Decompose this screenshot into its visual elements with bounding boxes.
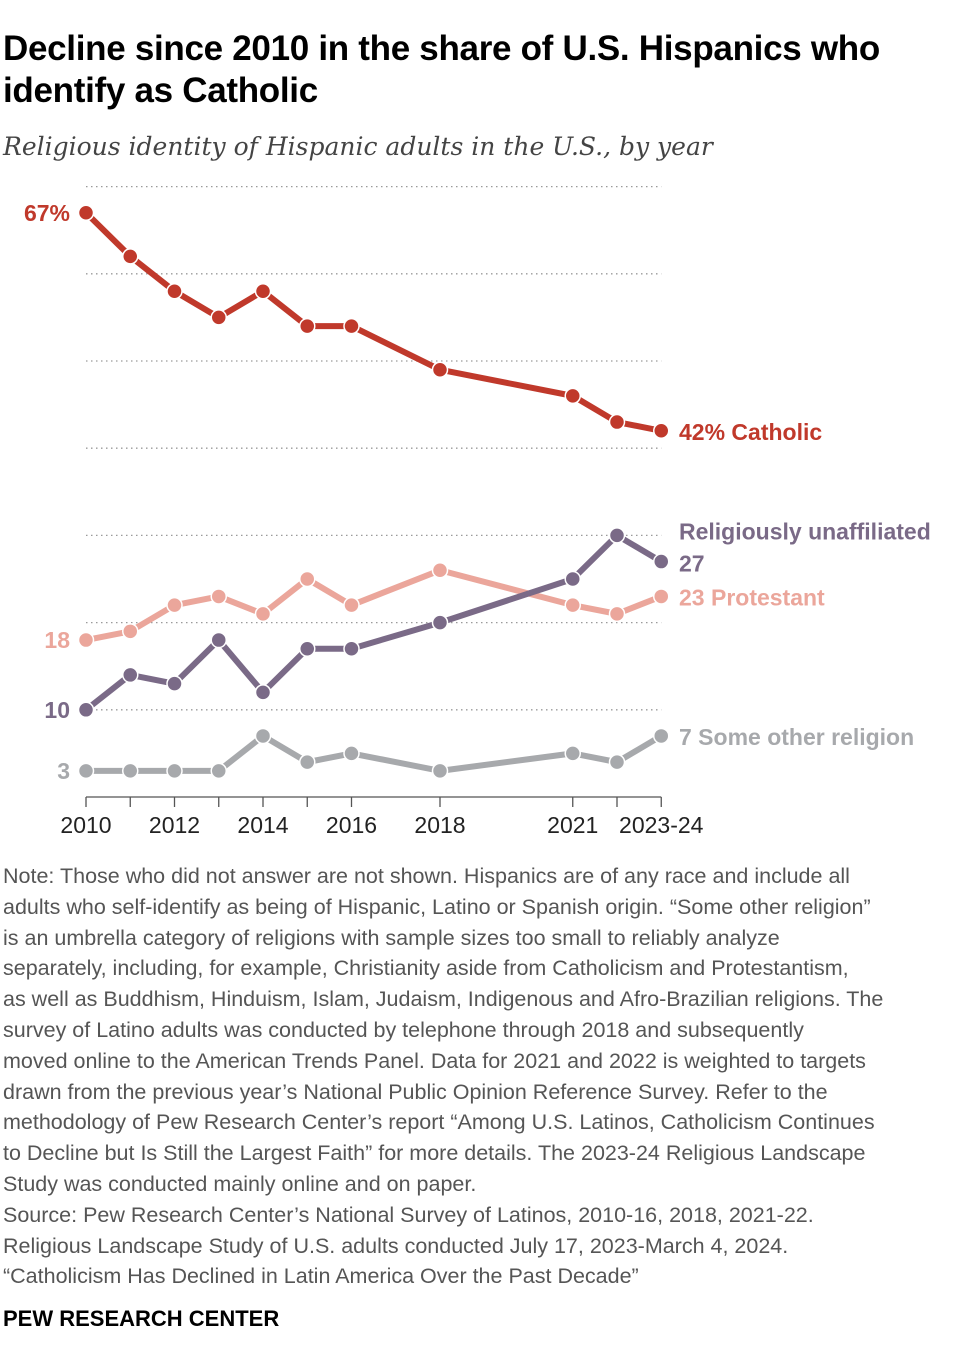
x-tick-label: 2010 (60, 812, 111, 838)
data-point (564, 387, 581, 405)
data-point (608, 753, 626, 771)
data-point (77, 701, 95, 719)
data-point (343, 745, 360, 762)
data-point (254, 605, 272, 623)
data-point (77, 762, 95, 780)
data-point (431, 762, 449, 780)
data-point (77, 631, 95, 649)
data-point (653, 553, 670, 570)
note-line: methodology of Pew Research Center’s rep… (3, 1110, 875, 1135)
data-point (210, 588, 227, 605)
x-tick-label: 2014 (237, 812, 288, 838)
data-point (122, 623, 139, 640)
chart-subtitle: Religious identity of Hispanic adults in… (3, 132, 713, 161)
note-line: to Decline but Is Still the Largest Fait… (3, 1141, 866, 1166)
data-label: 10 (44, 697, 70, 723)
data-point (299, 317, 316, 335)
chart-title: Decline since 2010 in the share of U.S. … (3, 29, 880, 110)
note-line: survey of Latino adults was conducted by… (3, 1017, 804, 1042)
data-label: 3 (57, 758, 70, 784)
data-point (608, 413, 626, 431)
data-point (166, 596, 183, 614)
note-line: separately, including, for example, Chri… (3, 956, 849, 981)
data-label: 7 Some other religion (679, 724, 914, 750)
note-line: as well as Buddhism, Hinduism, Islam, Ju… (3, 987, 884, 1012)
data-label: Religiously unaffiliated (679, 519, 931, 545)
data-point (299, 640, 316, 658)
data-point (653, 422, 670, 440)
data-point (299, 753, 316, 771)
data-point (77, 204, 95, 222)
x-tick-label: 2021 (547, 812, 598, 838)
data-point (254, 684, 272, 701)
note-line: Source: Pew Research Center’s National S… (3, 1202, 814, 1227)
note-line: moved online to the American Trends Pane… (3, 1048, 866, 1073)
data-point (254, 727, 272, 745)
note-line: adults who self-identify as being of His… (3, 894, 871, 919)
data-label: 18 (44, 627, 70, 653)
data-point (431, 562, 449, 579)
x-tick-label: 2016 (326, 812, 377, 838)
data-point (166, 675, 183, 692)
chart-note: Note: Those who did not answer are not s… (3, 861, 955, 1292)
note-line: is an umbrella category of religions wit… (3, 925, 780, 950)
data-point (299, 570, 316, 588)
data-point (564, 745, 581, 762)
x-tick-label: 2018 (414, 812, 465, 838)
data-point (210, 309, 227, 326)
note-line: Religious Landscape Study of U.S. adults… (3, 1233, 789, 1258)
data-point (608, 527, 626, 544)
data-label: 27 (679, 551, 705, 577)
brand-logo-text: PEW RESEARCH CENTER (3, 1306, 280, 1331)
data-point (343, 317, 360, 335)
data-point (210, 762, 227, 780)
data-point (122, 248, 139, 265)
data-label: 23 Protestant (679, 584, 825, 610)
line-chart: 2010 2012 2014 2016 2018 2021 2023-24 67% 42% Ca… (24, 185, 931, 838)
x-tick-label: 2023-24 (619, 812, 704, 838)
data-point (343, 596, 360, 614)
data-label: 67% (24, 200, 70, 226)
data-point (166, 762, 183, 780)
note-line: “Catholicism Has Declined in Latin Ameri… (3, 1264, 639, 1289)
data-point (431, 361, 449, 378)
data-point (254, 282, 272, 300)
note-line: Note: Those who did not answer are not s… (3, 864, 850, 888)
data-point (166, 282, 183, 300)
data-point (210, 631, 227, 649)
data-point (122, 762, 139, 780)
note-line: Study was conducted mainly online and on… (3, 1171, 477, 1196)
data-point (122, 666, 139, 684)
data-point (653, 727, 670, 745)
x-tick-label: 2012 (149, 812, 200, 838)
data-point (564, 596, 581, 614)
data-point (608, 605, 626, 623)
data-point (343, 640, 360, 658)
data-label: 42% Catholic (679, 419, 822, 445)
data-point (431, 614, 449, 631)
data-point (653, 588, 670, 605)
note-line: drawn from the previous year’s National … (3, 1079, 828, 1104)
data-point (564, 570, 581, 588)
